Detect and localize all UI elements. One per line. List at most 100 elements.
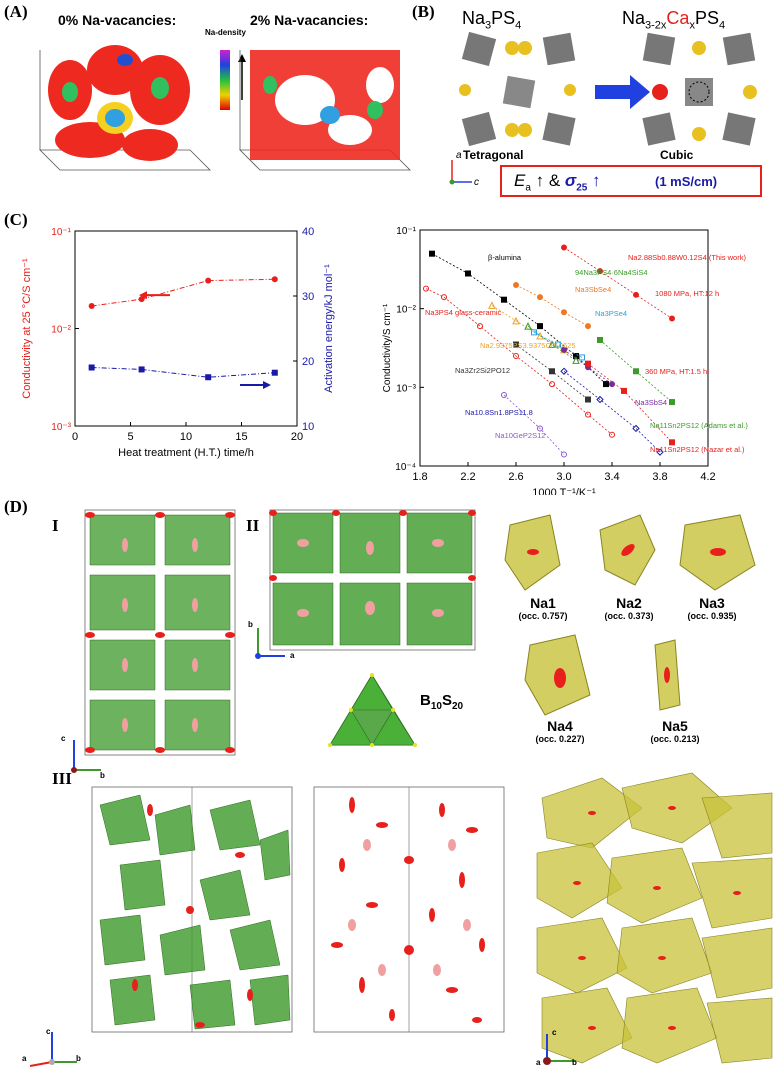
data-point	[561, 244, 567, 251]
data-point	[548, 340, 556, 349]
axis-c-label: c	[474, 177, 479, 188]
series-label: Na3SbS4	[635, 398, 667, 407]
na5-polyhedron	[654, 639, 681, 711]
result-text: Ea ↑ & σ25 ↑	[514, 171, 601, 194]
series-label: Na11Sn2PS12 (Adams et al.)	[650, 421, 748, 430]
series-label: Na2.9375PS3.9375Cl0.0625	[480, 341, 576, 350]
series-line	[563, 370, 661, 453]
data-point	[271, 276, 278, 283]
crystal-structure-comparison	[459, 31, 757, 147]
y-axis-label: Conductivity at 25 °C/S cm⁻¹	[21, 258, 33, 399]
axis-c-label-d3-left: c	[46, 1027, 51, 1036]
data-point	[632, 424, 640, 433]
series-line	[515, 284, 589, 327]
data-point	[513, 281, 519, 288]
x-tick-label: 15	[235, 431, 247, 443]
x-tick-label: 2.6	[508, 471, 523, 483]
data-point	[596, 395, 604, 404]
data-point	[501, 296, 507, 303]
axis-c-label-d3-right: c	[552, 1028, 557, 1037]
cluster-label: B10S20	[420, 692, 464, 712]
structure-view-i	[84, 509, 236, 756]
y2-tick-label: 30	[302, 291, 314, 303]
axis-triad-b	[449, 160, 472, 185]
na4-polyhedron	[524, 634, 591, 716]
series-line	[563, 247, 673, 319]
x-tick-label: 2.2	[460, 471, 475, 483]
annotation-1080: 1080 MPa, HT:12 h	[655, 289, 719, 298]
x-tick-label: 3.4	[604, 471, 619, 483]
axis-a-label: a	[456, 150, 462, 161]
y2-axis-label: Activation energy/kJ mol⁻¹	[323, 264, 335, 393]
series-label: Na2.88Sb0.88W0.12S4 (This work)	[628, 253, 746, 262]
data-point	[88, 364, 95, 371]
result-box: Ea ↑ & σ25 ↑ (1 mS/cm)	[500, 165, 762, 197]
structure-view-iii-polyhedra	[91, 786, 293, 1033]
data-point	[549, 381, 555, 388]
axis-c-label-d1: c	[61, 734, 66, 743]
data-point	[669, 439, 675, 446]
axis-triad-d2	[255, 628, 285, 659]
data-point	[271, 369, 278, 376]
structure-view-ii	[269, 509, 476, 651]
data-point	[656, 448, 664, 456]
panel-b-label: (B)	[412, 2, 435, 21]
data-point	[537, 294, 543, 301]
site-na4: Na4 (occ. 0.227)	[535, 718, 585, 744]
data-point	[561, 346, 567, 353]
data-point	[441, 294, 447, 301]
x-tick-label: 3.8	[652, 471, 667, 483]
series-line	[503, 394, 565, 455]
arrhenius-chart: 1.8 2.2 2.6 3.0 3.4 3.8 4.2 10⁻⁴ 10⁻³ 10⁻² 10⁻¹ 100…	[382, 226, 748, 495]
data-point	[561, 309, 567, 316]
series-line	[425, 288, 613, 436]
panel-c-label: (C)	[4, 210, 28, 229]
formula-na3-2xcaxps4: Na3-2xCaxPS4	[622, 8, 726, 32]
series-label: β-alumina	[488, 253, 522, 262]
sub-panel-iii: III	[52, 769, 72, 788]
phase-tetragonal: Tetragonal	[463, 148, 524, 162]
data-point	[585, 411, 591, 418]
data-point	[633, 291, 639, 298]
x-tick-label: 0	[72, 431, 78, 443]
series-label: Na3PSe4	[595, 309, 627, 318]
y-tick-label: 10⁻³	[396, 383, 416, 394]
data-point	[138, 296, 145, 303]
data-point	[477, 323, 483, 330]
data-point	[579, 354, 585, 361]
axis-triad-d1	[71, 740, 101, 773]
y-tick-label: 10⁻¹	[51, 227, 71, 238]
data-point	[501, 391, 507, 398]
axis-triad-d3-left	[29, 1032, 77, 1067]
data-point	[561, 451, 567, 458]
structure-view-iii-na-ellipsoids	[313, 786, 505, 1033]
series-line	[527, 325, 577, 361]
na3-polyhedron	[679, 514, 756, 591]
data-point	[138, 366, 145, 373]
data-point	[609, 381, 615, 388]
x-tick-label: 5	[127, 431, 133, 443]
na-density-maps	[39, 45, 411, 171]
data-point	[524, 322, 532, 330]
data-point	[669, 399, 675, 406]
y2-tick-label: 20	[302, 356, 314, 368]
data-point	[537, 425, 543, 432]
data-point	[597, 268, 603, 275]
axis-triad-d3-right	[543, 1034, 575, 1065]
na1-polyhedron	[504, 514, 561, 591]
na-density-colorbar	[220, 50, 246, 110]
density-map-0pct	[39, 45, 211, 171]
data-point	[549, 368, 555, 375]
data-point	[585, 396, 591, 403]
y2-tick-label: 10	[302, 421, 314, 433]
site-na2: Na2 (occ. 0.373)	[604, 595, 654, 621]
data-point	[555, 341, 561, 348]
data-point	[513, 341, 519, 348]
axis-b-label-d3-right: b	[572, 1058, 577, 1067]
transition-arrow	[595, 75, 650, 109]
data-point	[597, 336, 603, 343]
data-point	[512, 316, 520, 325]
site-na5: Na5 (occ. 0.213)	[650, 718, 700, 744]
data-point	[585, 360, 591, 367]
data-point	[205, 374, 212, 381]
